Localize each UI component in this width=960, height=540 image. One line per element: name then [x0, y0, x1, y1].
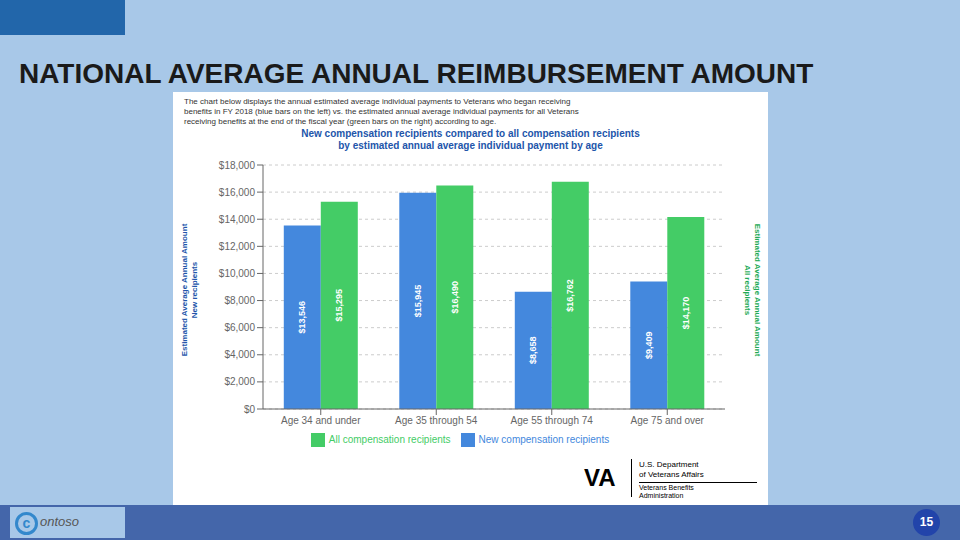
svg-text:$14,170: $14,170 — [681, 297, 691, 330]
svg-text:$10,000: $10,000 — [219, 268, 256, 279]
svg-text:$16,762: $16,762 — [565, 279, 575, 312]
svg-text:Age 75 and over: Age 75 and over — [631, 415, 705, 426]
html-text:Estimated Average Annual Amoun: Estimated Average Annual Amount — [753, 223, 762, 357]
svg-text:$0: $0 — [244, 404, 256, 415]
svg-text:$6,000: $6,000 — [224, 322, 255, 333]
svg-text:$8,658: $8,658 — [528, 337, 538, 365]
svg-text:$15,945: $15,945 — [413, 285, 423, 318]
html-text:All recipients: All recipients — [743, 264, 752, 316]
svg-text:$12,000: $12,000 — [219, 241, 256, 252]
svg-text:Age 35 through 54: Age 35 through 54 — [395, 415, 478, 426]
svg-text:$16,000: $16,000 — [219, 187, 256, 198]
html-text:Veterans Benefits: Veterans Benefits — [639, 484, 694, 491]
html-text:receiving benefits at the end: receiving benefits at the end of the fis… — [184, 117, 497, 126]
html-text:VA: VA — [584, 464, 616, 491]
html-text:New compensation recipients co: New compensation recipients compared to … — [301, 128, 640, 139]
html-text:Estimated Average Annual Amoun: Estimated Average Annual Amount — [180, 223, 189, 357]
svg-text:$9,409: $9,409 — [644, 331, 654, 359]
svg-text:$8,000: $8,000 — [224, 295, 255, 306]
svg-text:Age 55 through 74: Age 55 through 74 — [511, 415, 594, 426]
html-text:All compensation recipients: All compensation recipients — [328, 433, 451, 445]
html-text:c: c — [22, 515, 31, 531]
html-text:NATIONAL AVERAGE ANNUAL REIMBU: NATIONAL AVERAGE ANNUAL REIMBURSEMENT AM… — [19, 58, 814, 89]
html-text:ontoso: ontoso — [40, 514, 79, 529]
html-text:New compensation recipients: New compensation recipients — [478, 433, 610, 445]
html-text:by estimated annual average in: by estimated annual average individual p… — [338, 140, 603, 151]
html-text:The chart below displays the a: The chart below displays the annual esti… — [184, 97, 571, 106]
svg-text:Age 34 and under: Age 34 and under — [281, 415, 361, 426]
svg-text:$13,546: $13,546 — [297, 301, 307, 334]
html-text:of Veterans Affairs: of Veterans Affairs — [639, 470, 704, 479]
svg-text:$16,490: $16,490 — [450, 281, 460, 314]
svg-text:$14,000: $14,000 — [219, 214, 256, 225]
html-text:U.S. Department: U.S. Department — [639, 460, 699, 469]
svg-text:$15,295: $15,295 — [334, 289, 344, 322]
svg-text:$2,000: $2,000 — [224, 376, 255, 387]
html-text:15: 15 — [919, 515, 934, 529]
html-text:New recipients: New recipients — [190, 261, 199, 319]
svg-text:$18,000: $18,000 — [219, 160, 256, 171]
html-text:benefits in FY 2018 (blue bars: benefits in FY 2018 (blue bars on the le… — [184, 107, 579, 116]
html-text:Administration: Administration — [639, 492, 684, 499]
svg-text:$4,000: $4,000 — [224, 349, 255, 360]
